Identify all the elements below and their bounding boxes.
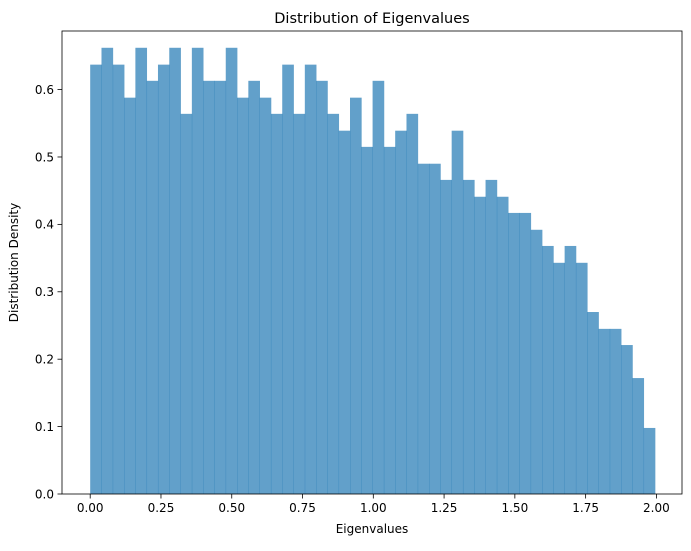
histogram-bar [259, 97, 272, 494]
histogram-bar [451, 130, 464, 495]
x-tick-label: 0.50 [218, 501, 245, 515]
x-tick-label: 1.25 [431, 501, 458, 515]
histogram-bar [338, 130, 351, 495]
histogram-bar [361, 146, 373, 494]
histogram-bar [203, 80, 215, 494]
histogram-bar [293, 113, 306, 495]
histogram-bar [270, 113, 283, 495]
histogram-bar [440, 179, 453, 494]
x-tick-label: 1.00 [360, 501, 387, 515]
histogram-bar [609, 328, 622, 494]
histogram-bar [282, 64, 294, 494]
histogram-bar [383, 146, 396, 494]
histogram-bar [564, 245, 577, 494]
histogram-bar [327, 113, 340, 495]
x-axis-ticks: 0.00 0.25 0.50 0.75 1.00 1.25 1.50 1.75 2.00 [77, 494, 670, 515]
y-tick-label: 0.3 [35, 285, 54, 299]
histogram-bar [632, 378, 645, 494]
x-tick-label: 0.75 [289, 501, 316, 515]
histogram-bar [417, 163, 430, 494]
y-tick-label: 0.4 [35, 218, 54, 232]
histogram-bar [395, 130, 407, 495]
y-tick-label: 0.0 [35, 487, 54, 501]
y-axis-ticks: 0.0 0.1 0.2 0.3 0.4 0.5 0.6 [35, 83, 62, 501]
histogram-bar [350, 97, 362, 494]
histogram-bar [519, 212, 532, 495]
histogram-bar [530, 229, 543, 495]
histogram-bar [248, 80, 260, 494]
histogram-bar [429, 163, 441, 494]
histogram-bar [575, 262, 588, 494]
histogram-bar [225, 47, 238, 495]
histogram-bar [621, 345, 633, 494]
histogram-bar [112, 64, 125, 494]
histogram-bar [101, 47, 114, 495]
histogram-bar [598, 328, 611, 494]
x-tick-label: 0.00 [77, 501, 104, 515]
histogram-bar [124, 97, 136, 494]
histogram-bar [316, 80, 328, 494]
x-tick-label: 2.00 [643, 501, 670, 515]
histogram-bar [462, 179, 475, 494]
histogram-bar [237, 97, 249, 494]
histogram-bar [406, 113, 419, 495]
histogram-bar [90, 64, 102, 494]
histogram-bar [214, 80, 227, 494]
x-axis-title: Eigenvalues [336, 522, 409, 536]
histogram-bar [191, 47, 204, 495]
x-tick-label: 1.75 [572, 501, 599, 515]
histogram-bar [372, 80, 385, 494]
histogram-bar [542, 245, 554, 494]
chart-title: Distribution of Eigenvalues [274, 11, 469, 27]
histogram-bar [587, 312, 599, 494]
histogram-bar [180, 113, 193, 495]
histogram-bar [135, 47, 148, 495]
histogram-bar [643, 427, 656, 494]
histogram-bar [553, 262, 565, 494]
y-tick-label: 0.5 [35, 150, 54, 164]
x-tick-label: 0.25 [148, 501, 175, 515]
histogram-bar [304, 64, 317, 494]
y-tick-label: 0.6 [35, 83, 54, 97]
histogram-bar [157, 64, 170, 494]
y-tick-label: 0.2 [35, 352, 54, 366]
histogram-bar [508, 212, 520, 495]
plot-frame [61, 30, 683, 495]
histogram-bar [146, 80, 159, 494]
histogram-bar [496, 196, 509, 494]
y-axis-title: Distribution Density [7, 203, 21, 322]
histogram-bar [169, 47, 181, 495]
y-tick-label: 0.1 [35, 420, 54, 434]
histogram-bar [474, 196, 486, 494]
x-tick-label: 1.50 [501, 501, 528, 515]
bars-group [90, 47, 656, 495]
histogram-bar [485, 179, 498, 494]
